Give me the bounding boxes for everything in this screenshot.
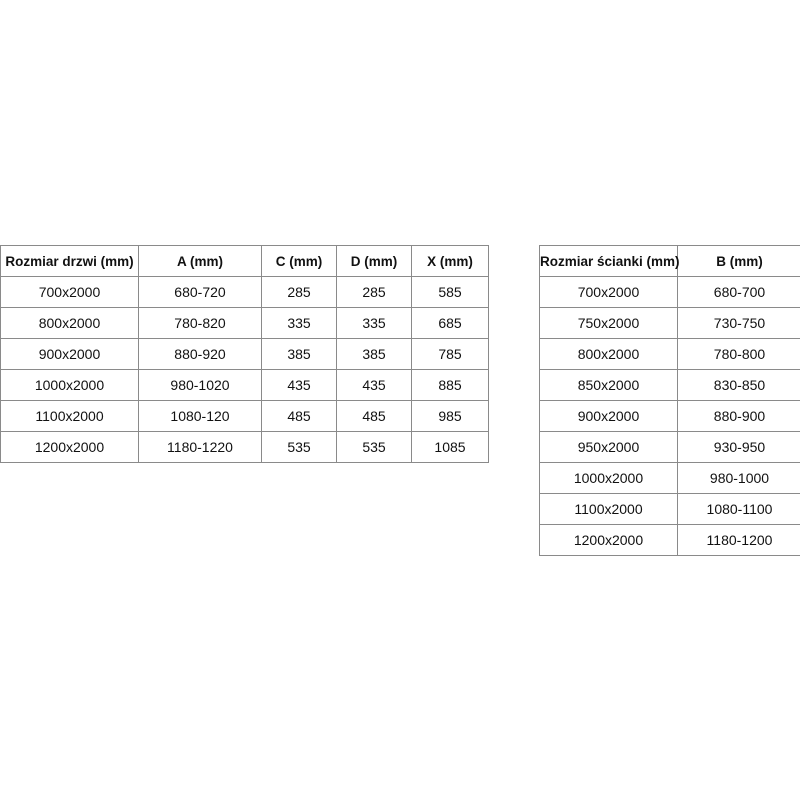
table-row: 1000x2000 980-1020 435 435 885 xyxy=(0,369,489,401)
table-cell: 585 xyxy=(411,276,489,308)
table-cell: 680-720 xyxy=(138,276,262,308)
table-cell: 385 xyxy=(336,338,412,370)
column-header: Rozmiar drzwi (mm) xyxy=(0,245,139,277)
column-header: D (mm) xyxy=(336,245,412,277)
table-cell: 535 xyxy=(336,431,412,463)
table-cell: 780-800 xyxy=(677,338,800,370)
table-cell: 830-850 xyxy=(677,369,800,401)
table-row: 800x2000 780-800 xyxy=(539,338,800,370)
table-cell: 1180-1220 xyxy=(138,431,262,463)
header-row: Rozmiar drzwi (mm) A (mm) C (mm) D (mm) X (m… xyxy=(0,245,489,277)
table-cell: 850x2000 xyxy=(539,369,678,401)
table-cell: 1080-1100 xyxy=(677,493,800,525)
table-cell: 1180-1200 xyxy=(677,524,800,556)
table-cell: 435 xyxy=(336,369,412,401)
table-cell: 435 xyxy=(261,369,337,401)
table-cell: 885 xyxy=(411,369,489,401)
table-cell: 335 xyxy=(336,307,412,339)
table-cell: 700x2000 xyxy=(539,276,678,308)
table-cell: 880-900 xyxy=(677,400,800,432)
table-row: 750x2000 730-750 xyxy=(539,307,800,339)
column-header: Rozmiar ścianki (mm) xyxy=(539,245,680,277)
table-cell: 700x2000 xyxy=(0,276,139,308)
column-header: A (mm) xyxy=(138,245,262,277)
table-row: 700x2000 680-700 xyxy=(539,276,800,308)
column-header: X (mm) xyxy=(411,245,489,277)
table-cell: 285 xyxy=(261,276,337,308)
table-cell: 980-1000 xyxy=(677,462,800,494)
table-cell: 1100x2000 xyxy=(539,493,678,525)
table-row: 1100x2000 1080-1100 xyxy=(539,493,800,525)
table-row: 1200x2000 1180-1200 xyxy=(539,524,800,556)
table-cell: 985 xyxy=(411,400,489,432)
table-row: 900x2000 880-900 xyxy=(539,400,800,432)
table-cell: 485 xyxy=(261,400,337,432)
table-cell: 685 xyxy=(411,307,489,339)
table-cell: 285 xyxy=(336,276,412,308)
table-cell: 750x2000 xyxy=(539,307,678,339)
table-cell: 485 xyxy=(336,400,412,432)
table-row: 1000x2000 980-1000 xyxy=(539,462,800,494)
door-size-table: Rozmiar drzwi (mm) A (mm) C (mm) D (mm) X (m… xyxy=(0,245,489,463)
header-row: Rozmiar ścianki (mm) B (mm) xyxy=(539,245,800,277)
table-cell: 950x2000 xyxy=(539,431,678,463)
table-row: 850x2000 830-850 xyxy=(539,369,800,401)
table-cell: 1000x2000 xyxy=(539,462,678,494)
table-cell: 900x2000 xyxy=(0,338,139,370)
table-cell: 680-700 xyxy=(677,276,800,308)
column-header: B (mm) xyxy=(677,245,800,277)
table-cell: 1100x2000 xyxy=(0,400,139,432)
table-row: 1200x2000 1180-1220 535 535 1085 xyxy=(0,431,489,463)
table-row: 800x2000 780-820 335 335 685 xyxy=(0,307,489,339)
table-cell: 730-750 xyxy=(677,307,800,339)
table-row: 1100x2000 1080-120 485 485 985 xyxy=(0,400,489,432)
table-cell: 780-820 xyxy=(138,307,262,339)
table-cell: 880-920 xyxy=(138,338,262,370)
table-cell: 385 xyxy=(261,338,337,370)
table-row: 900x2000 880-920 385 385 785 xyxy=(0,338,489,370)
table-cell: 1200x2000 xyxy=(539,524,678,556)
table-cell: 785 xyxy=(411,338,489,370)
table-cell: 1000x2000 xyxy=(0,369,139,401)
table-row: 700x2000 680-720 285 285 585 xyxy=(0,276,489,308)
table-cell: 1080-120 xyxy=(138,400,262,432)
table-cell: 980-1020 xyxy=(138,369,262,401)
table-cell: 900x2000 xyxy=(539,400,678,432)
wall-size-table: Rozmiar ścianki (mm) B (mm) 700x2000 680-7… xyxy=(539,245,800,556)
table-cell: 1200x2000 xyxy=(0,431,139,463)
table-cell: 800x2000 xyxy=(539,338,678,370)
table-row: 950x2000 930-950 xyxy=(539,431,800,463)
table-cell: 1085 xyxy=(411,431,489,463)
table-cell: 535 xyxy=(261,431,337,463)
table-cell: 335 xyxy=(261,307,337,339)
table-cell: 930-950 xyxy=(677,431,800,463)
column-header: C (mm) xyxy=(261,245,337,277)
table-cell: 800x2000 xyxy=(0,307,139,339)
